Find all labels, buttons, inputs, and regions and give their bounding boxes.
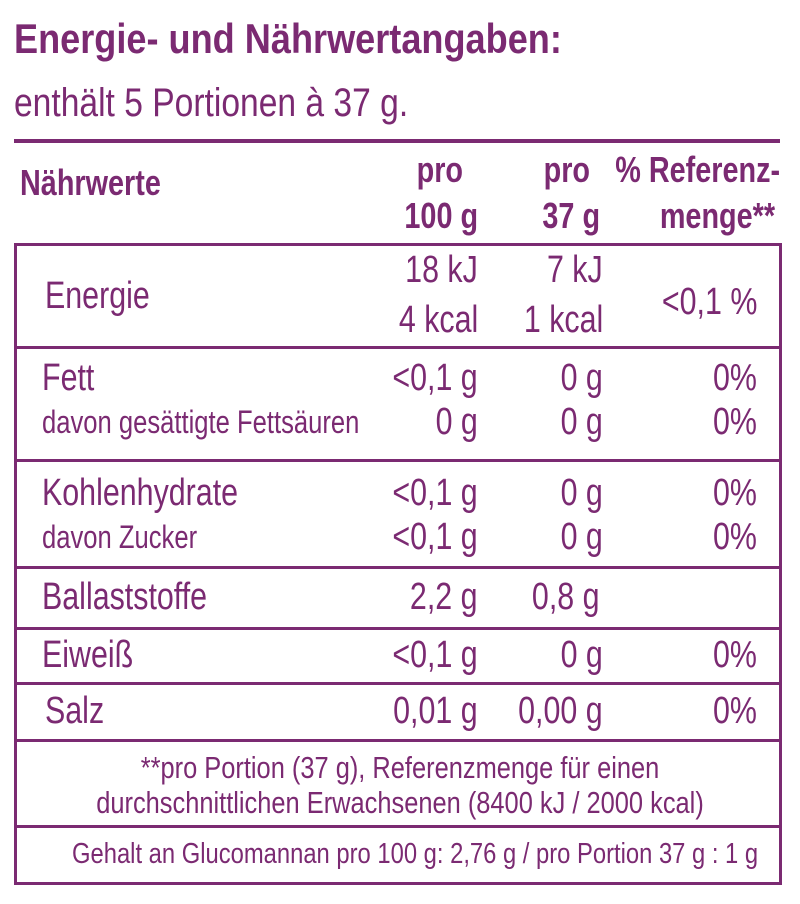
cell: 0 g bbox=[560, 401, 603, 443]
cell: 0,00 g bbox=[518, 690, 603, 732]
cell: 0 g bbox=[560, 472, 603, 514]
cell: 0% bbox=[713, 516, 757, 558]
column-header: 37 g bbox=[542, 195, 600, 236]
cell: <0,1 g bbox=[392, 516, 478, 558]
column-header: pro bbox=[543, 149, 590, 190]
cell: 4 kcal bbox=[398, 299, 478, 341]
cell: 0 g bbox=[560, 357, 603, 399]
cell: 0% bbox=[713, 401, 757, 443]
column-header: Nährwerte bbox=[20, 162, 161, 203]
row-label: Fett bbox=[42, 357, 95, 399]
column-header: menge** bbox=[659, 195, 775, 236]
subtitle: enthält 5 Portionen à 37 g. bbox=[14, 81, 409, 125]
row-label: Ballaststoffe bbox=[42, 576, 208, 618]
row-label: davon gesättigte Fettsäuren bbox=[42, 404, 360, 440]
column-header: % Referenz- bbox=[615, 149, 780, 190]
column-header: 100 g bbox=[404, 195, 478, 236]
cell: 0,01 g bbox=[393, 690, 478, 732]
cell: <0,1 g bbox=[392, 357, 478, 399]
cell: 0% bbox=[713, 690, 757, 732]
row-divider bbox=[14, 627, 782, 630]
footnote: durchschnittlichen Erwachsenen (8400 kJ … bbox=[96, 785, 704, 820]
row-label: Energie bbox=[45, 275, 150, 317]
rule bbox=[14, 139, 780, 143]
cell: <0,1 % bbox=[661, 281, 758, 323]
row-label: Kohlenhydrate bbox=[42, 472, 239, 514]
cell: 0 g bbox=[560, 634, 603, 676]
cell: 0% bbox=[713, 357, 757, 399]
cell: 0 g bbox=[560, 516, 603, 558]
title: Energie- und Nährwertangaben: bbox=[14, 15, 562, 62]
cell: 0,8 g bbox=[532, 576, 600, 618]
cell: 18 kJ bbox=[405, 249, 478, 291]
table-box bbox=[14, 243, 782, 885]
row-divider bbox=[14, 459, 782, 462]
row-divider bbox=[14, 825, 782, 828]
row-label: Eiweiß bbox=[42, 634, 134, 676]
row-label: davon Zucker bbox=[42, 519, 198, 555]
footnote: **pro Portion (37 g), Referenzmenge für … bbox=[140, 750, 660, 785]
row-divider bbox=[14, 566, 782, 569]
cell: <0,1 g bbox=[392, 472, 478, 514]
row-label: Salz bbox=[45, 690, 105, 732]
row-divider bbox=[14, 682, 782, 685]
cell: 0% bbox=[713, 472, 757, 514]
cell: 7 kJ bbox=[547, 249, 603, 291]
cell: <0,1 g bbox=[392, 634, 478, 676]
cell: 0 g bbox=[435, 401, 478, 443]
glucomannan-note: Gehalt an Glucomannan pro 100 g: 2,76 g … bbox=[72, 838, 759, 870]
cell: 0% bbox=[713, 634, 757, 676]
row-divider bbox=[14, 346, 782, 349]
row-divider bbox=[14, 739, 782, 742]
cell: 1 kcal bbox=[523, 299, 603, 341]
cell: 2,2 g bbox=[410, 576, 478, 618]
column-header: pro bbox=[416, 149, 463, 190]
